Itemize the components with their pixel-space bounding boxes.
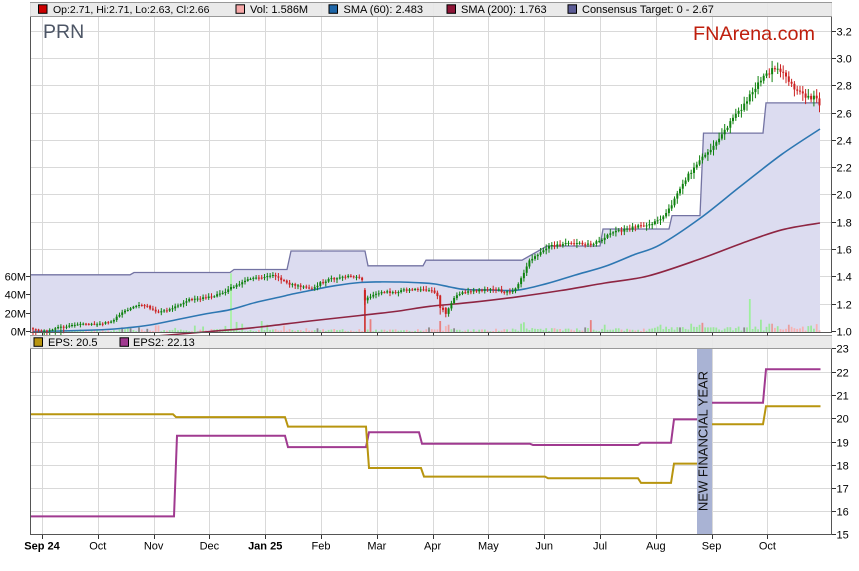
svg-text:2.8: 2.8 (837, 81, 852, 93)
svg-text:0M: 0M (11, 327, 26, 339)
svg-text:Op:2.71, Hi:2.71, Lo:2.63, Cl:: Op:2.71, Hi:2.71, Lo:2.63, Cl:2.66 (53, 4, 210, 16)
svg-text:FNArena.com: FNArena.com (693, 23, 815, 45)
svg-text:19: 19 (837, 438, 849, 450)
svg-text:2.0: 2.0 (837, 190, 852, 202)
svg-text:Mar: Mar (367, 540, 386, 552)
svg-text:1.0: 1.0 (837, 327, 852, 339)
svg-text:40M: 40M (5, 290, 26, 302)
svg-text:PRN: PRN (43, 21, 84, 43)
svg-text:May: May (478, 540, 499, 552)
svg-text:22: 22 (837, 368, 849, 380)
svg-text:Dec: Dec (200, 540, 220, 552)
svg-text:NEW FINANCIAL YEAR: NEW FINANCIAL YEAR (696, 371, 711, 511)
svg-text:20M: 20M (5, 309, 26, 321)
svg-text:Vol: 1.586M: Vol: 1.586M (250, 4, 308, 16)
svg-text:1.8: 1.8 (837, 218, 852, 230)
svg-text:18: 18 (837, 461, 849, 473)
svg-text:EPS: 20.5: EPS: 20.5 (48, 337, 98, 349)
svg-text:SMA (60): 2.483: SMA (60): 2.483 (344, 4, 424, 16)
svg-text:16: 16 (837, 507, 849, 519)
svg-text:EPS2: 22.13: EPS2: 22.13 (133, 337, 195, 349)
svg-text:15: 15 (837, 530, 849, 542)
svg-text:3.2: 3.2 (837, 27, 852, 39)
svg-text:Jul: Jul (593, 540, 607, 552)
svg-text:Consensus Target: 0 - 2.67: Consensus Target: 0 - 2.67 (582, 4, 714, 16)
svg-text:1.6: 1.6 (837, 245, 852, 257)
svg-text:Aug: Aug (646, 540, 666, 552)
svg-text:Sep: Sep (702, 540, 722, 552)
svg-text:21: 21 (837, 391, 849, 403)
svg-text:Oct: Oct (89, 540, 106, 552)
svg-text:2.6: 2.6 (837, 109, 852, 121)
svg-text:Oct: Oct (759, 540, 776, 552)
svg-text:Sep 24: Sep 24 (24, 540, 60, 552)
svg-text:Jun: Jun (535, 540, 553, 552)
svg-text:60M: 60M (5, 272, 26, 284)
svg-text:17: 17 (837, 484, 849, 496)
svg-text:23: 23 (837, 344, 849, 356)
svg-text:Apr: Apr (424, 540, 441, 552)
svg-text:2.4: 2.4 (837, 136, 852, 148)
svg-text:1.4: 1.4 (837, 272, 852, 284)
svg-text:2.2: 2.2 (837, 163, 852, 175)
svg-text:20: 20 (837, 414, 849, 426)
svg-text:3.0: 3.0 (837, 54, 852, 66)
svg-text:1.2: 1.2 (837, 300, 852, 312)
svg-text:Jan 25: Jan 25 (248, 540, 282, 552)
svg-text:Nov: Nov (144, 540, 164, 552)
svg-text:SMA (200): 1.763: SMA (200): 1.763 (461, 4, 547, 16)
svg-text:Feb: Feb (312, 540, 331, 552)
